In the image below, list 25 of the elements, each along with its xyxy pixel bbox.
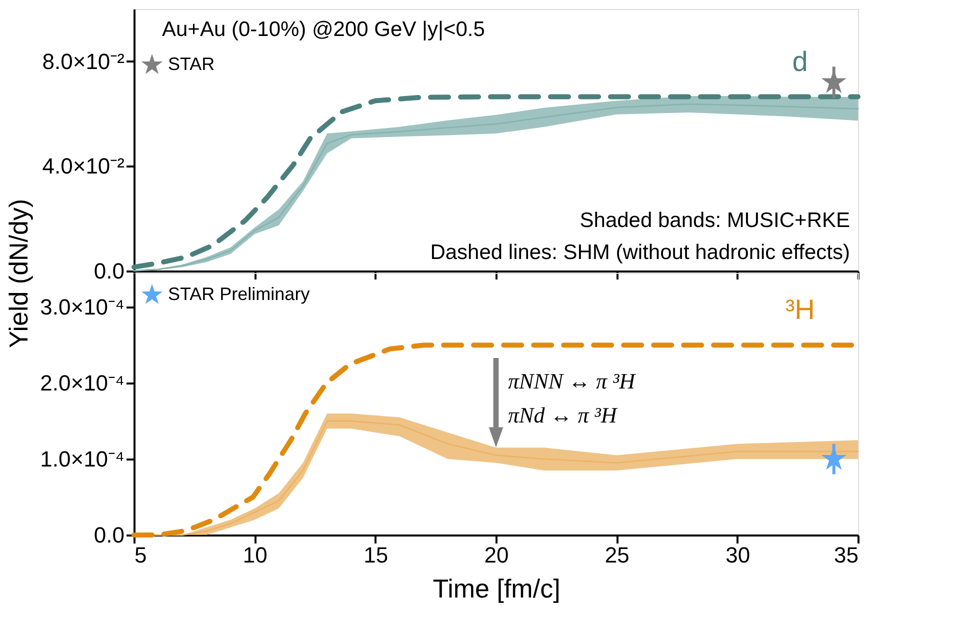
y-tick-label: 3.0×10⁻⁴ — [40, 294, 124, 320]
x-tick-label: 20 — [484, 542, 509, 568]
annotation: πNd ↔ π ³H — [508, 402, 618, 428]
legend-label: STAR — [168, 54, 215, 74]
x-tick-label: 25 — [604, 542, 630, 568]
annotation: Au+Au (0-10%) @200 GeV |y|<0.5 — [162, 18, 485, 41]
series-label: ³H — [785, 294, 815, 326]
annotation: πNNN ↔ π ³H — [508, 368, 636, 394]
y-tick-label: 8.0×10⁻² — [42, 48, 124, 74]
x-tick-label: 35 — [834, 542, 858, 568]
y-tick-label: 1.0×10⁻⁴ — [40, 446, 124, 472]
x-tick-label: 5 — [134, 542, 147, 568]
y-tick-label: 2.0×10⁻⁴ — [40, 370, 124, 396]
series-label: d — [792, 46, 808, 77]
x-axis-title: Time [fm/c] — [432, 574, 560, 604]
annotation: Dashed lines: SHM (without hadronic effects) — [430, 241, 850, 264]
x-tick-label: 30 — [726, 542, 750, 568]
x-tick-label: 15 — [364, 542, 388, 568]
y-tick-label: 0.0 — [94, 258, 124, 284]
x-tick-label: 10 — [242, 542, 268, 568]
y-tick-label: 0.0 — [94, 522, 124, 548]
legend-label: STAR Preliminary — [168, 284, 310, 304]
annotation: Shaded bands: MUSIC+RKE — [580, 209, 850, 232]
y-tick-label: 4.0×10⁻² — [42, 154, 124, 179]
y-axis-title: Yield (dN/dy) — [3, 198, 34, 348]
